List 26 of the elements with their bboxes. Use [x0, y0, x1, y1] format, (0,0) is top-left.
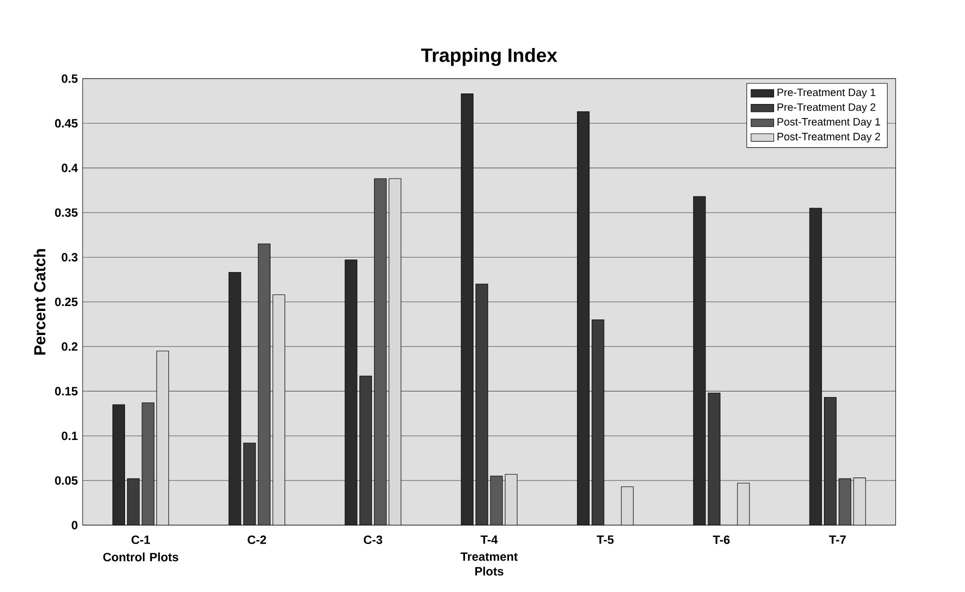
legend-label: Pre-Treatment Day 2 — [778, 103, 876, 114]
y-tick-label: 0.05 — [55, 476, 78, 485]
x-tick-label: T-5 — [596, 536, 614, 544]
x-tick-label: T-6 — [712, 536, 730, 544]
x-tick-label: C-3 — [364, 536, 382, 544]
y-tick-label: 0.35 — [55, 208, 78, 217]
legend-label: Post-Treatment Day 2 — [778, 132, 880, 143]
legend-label: Post-Treatment Day 1 — [778, 118, 880, 128]
y-tick-label: 0.1 — [62, 432, 78, 440]
x-tick-label: T-7 — [829, 536, 846, 544]
y-tick-label: 0.45 — [55, 119, 78, 128]
x-tick-label: T-4 — [480, 536, 498, 544]
y-tick-label: 0.5 — [62, 74, 78, 83]
y-tick-label: 0.3 — [62, 253, 78, 262]
y-axis-title: Percent Catch — [34, 249, 46, 355]
chart-title: Trapping Index — [421, 48, 558, 66]
y-tick-label: 0.2 — [62, 342, 78, 351]
text: Control Plots — [103, 552, 178, 562]
legend-label: Pre-Treatment Day 1 — [778, 88, 876, 98]
y-tick-label: 0.4 — [62, 164, 78, 172]
x-tick-label: C-1 — [132, 536, 150, 544]
text: Treatment Plots — [460, 552, 518, 576]
y-tick-label: 0.25 — [55, 298, 78, 306]
y-tick-label: 0 — [72, 520, 78, 530]
y-tick-label: 0.15 — [55, 387, 78, 396]
x-tick-label: C-2 — [248, 536, 266, 544]
